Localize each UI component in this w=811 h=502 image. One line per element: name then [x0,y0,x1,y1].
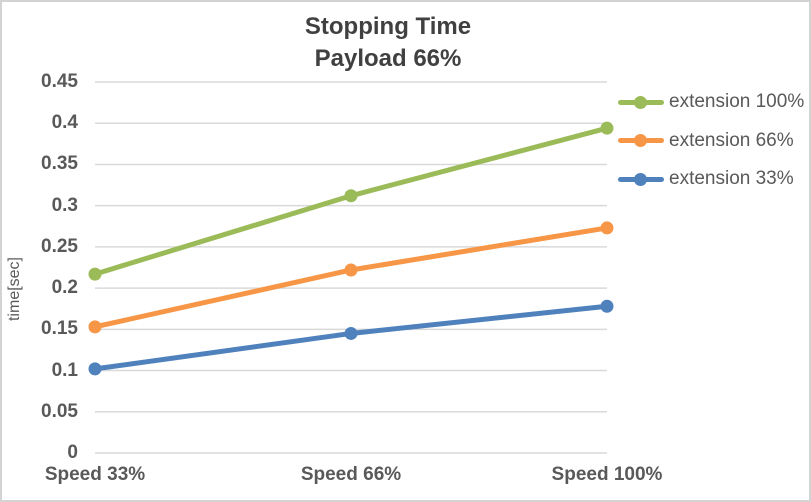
legend-label: extension 66% [669,129,794,151]
data-point-marker[interactable] [600,299,614,313]
data-point-marker[interactable] [600,121,614,135]
y-tick-label: 0.05 [41,400,78,422]
y-tick-label: 0.45 [41,71,78,92]
y-tick-label: 0 [67,442,78,463]
legend-dot [634,134,647,147]
chart-title-line2: Payload 66% [314,45,462,72]
data-point-marker[interactable] [344,189,358,203]
legend-item-0[interactable]: extension 100% [618,83,804,121]
x-tick-label: Speed 66% [300,464,402,485]
data-point-marker[interactable] [600,221,614,235]
legend-item-2[interactable]: extension 33% [618,160,794,198]
data-point-marker[interactable] [88,267,102,281]
x-tick-label: Speed 33% [44,464,146,485]
y-tick-label: 0.25 [41,235,78,257]
data-point-marker[interactable] [88,320,102,334]
series-group [88,121,614,376]
legend-marker-icon [618,172,664,186]
y-tick-label: 0.35 [41,153,78,175]
chart-title: Stopping Time Payload 66% [2,11,774,75]
legend-label: extension 33% [669,168,794,189]
y-tick-label: 0.15 [41,318,78,340]
x-tick-label: Speed 100% [551,464,663,485]
data-point-marker[interactable] [344,263,358,277]
y-tick-label: 0.2 [51,277,78,299]
legend-marker-icon [618,95,664,109]
y-tick-label: 0.1 [51,359,78,381]
legend-item-1[interactable]: extension 66% [618,122,794,160]
y-tick-label: 0.3 [51,194,78,216]
legend-dot [634,95,647,109]
legend-label: extension 100% [669,91,805,112]
legend-dot [634,172,647,186]
legend-marker-icon [618,134,664,147]
y-tick-label: 0.4 [51,112,78,134]
data-point-marker[interactable] [88,362,102,376]
data-point-marker[interactable] [344,326,358,340]
chart-title-line1: Stopping Time [304,13,472,40]
